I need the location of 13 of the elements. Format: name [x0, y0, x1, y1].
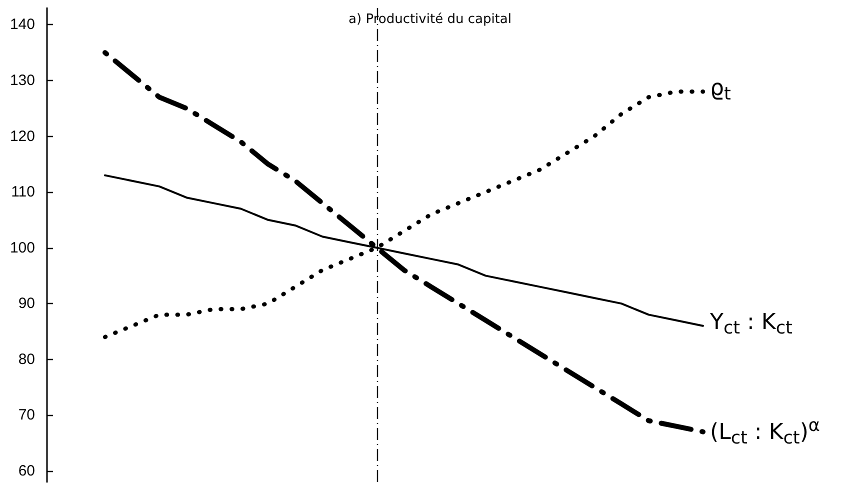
y-tick-label: 60 [18, 462, 35, 480]
y-tick-label: 100 [10, 239, 35, 256]
y-tick-label: 110 [11, 184, 35, 201]
series-label: Y$_{ct}$ : K$_{ct}$ [710, 310, 792, 341]
y-tick-label: 80 [18, 350, 35, 368]
series-label: ϱ$_{t}$ [710, 76, 731, 107]
y-tick-label: 70 [18, 406, 35, 424]
series-label: (L$_{ct}$ : K$_{ct}$)$^{α}$ [710, 414, 820, 450]
y-tick-label: 140 [10, 16, 35, 34]
y-tick-label: 120 [10, 128, 35, 145]
y-tick-label: 90 [18, 295, 35, 312]
y-tick-label: 130 [10, 72, 35, 89]
chart-title: a) Productivité du capital [348, 12, 512, 27]
